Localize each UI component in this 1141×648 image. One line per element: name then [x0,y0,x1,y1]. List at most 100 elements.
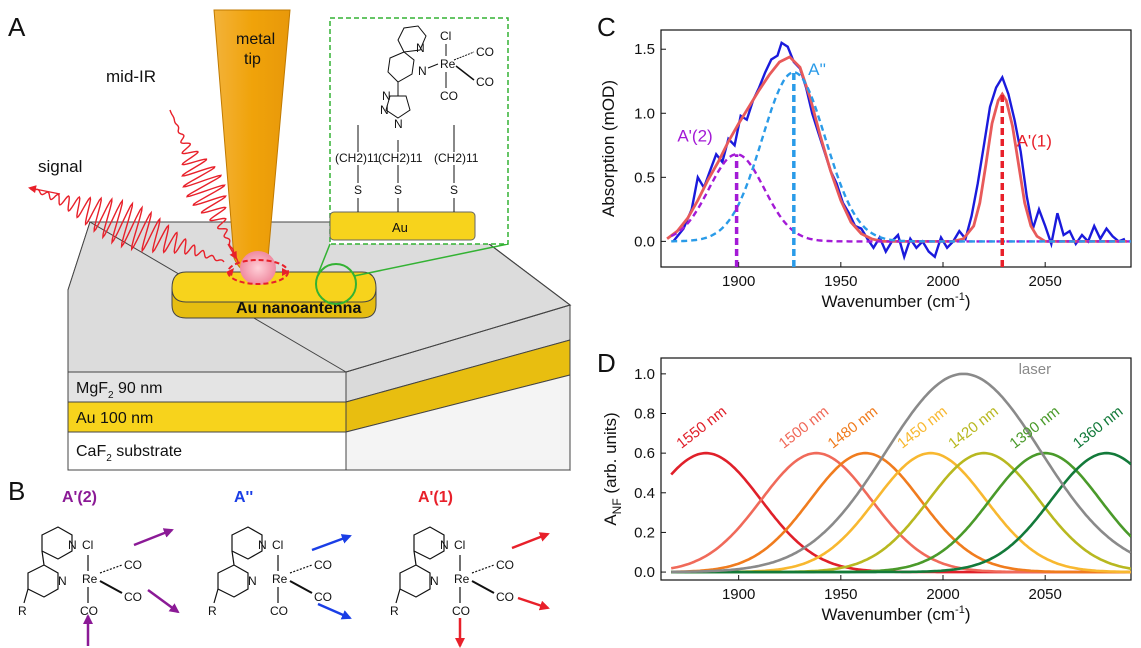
inset-n-1: N [416,41,425,55]
panel-d-xtick-label: 1900 [722,586,755,603]
panel-d-series-laser [671,372,1131,574]
bond-r [23,588,29,604]
triazole-n-2: N [382,89,391,103]
bond-r [213,588,219,604]
atom-n-top: N [258,538,267,552]
atom-n-bottom: N [58,574,67,588]
layer-mgf2-label: MgF2 90 nm [76,380,162,401]
panel-b-letter: B [8,476,25,506]
panel-d-plot-frame [660,357,1132,581]
inset-au-label: Au [392,220,408,235]
atom-re: Re [82,572,98,586]
panel-d-label-1420-nm: 1420 nm [945,403,1001,452]
panel-d-ytick-label: 1.0 [634,366,655,383]
panel-a-letter: A [8,12,26,42]
vibration-arrow-1 [133,528,174,547]
panel-c-xtick-label: 1900 [722,273,755,290]
inset-au-surface [329,211,476,241]
panel-c-ytick-label: 1.5 [634,41,655,58]
panel-d-series-group [670,372,1131,574]
inset-cl: Cl [440,29,451,43]
molecule-1: A'(2) N N Re Cl CO CO CO R [18,489,180,646]
mid-ir-arrow [227,243,237,260]
atom-re: Re [454,572,470,586]
panel-c-ytick-label: 0.0 [634,233,655,250]
panel-d-ytick-label: 0.0 [634,564,655,581]
mid-ir-wave [169,109,239,263]
signal-arrow [28,185,61,195]
atom-co-1: CO [124,558,142,572]
atom-co-3: CO [452,604,470,618]
inset-co-1: CO [476,45,494,59]
atom-co-2: CO [314,590,332,604]
panel-c-xtick-label: 2050 [1028,273,1061,290]
nanoantenna-label: Au nanoantenna [236,300,361,317]
atom-co-3: CO [80,604,98,618]
inset-co-3: CO [440,89,458,103]
panel-d-ytick-label: 0.2 [634,524,655,541]
bipy-bond [231,550,235,566]
inset-border [329,17,509,245]
mode-label-2: A'' [234,489,253,506]
signal-beam: signal [28,157,225,263]
molecule-2: A'' N N Re Cl CO CO CO R [208,489,352,620]
pyridine-ring-bottom [217,564,249,598]
vibration-arrow-1 [511,532,550,550]
mode-label-1: A'(2) [62,489,97,506]
panel-c-xtick-label: 1950 [824,273,857,290]
mid-ir-beam: mid-IR [106,67,239,263]
panel-d-label-1550-nm: 1550 nm [673,403,729,452]
panel-d-ytick-label: 0.8 [634,406,655,423]
triazole-n-1: N [380,103,389,117]
panel-d-ylabel: ANF (arb. units) [601,412,624,525]
vibration-arrow-2 [147,588,180,614]
panel-c-peak-label-3: A'(1) [1017,132,1052,151]
vibration-arrow-1 [311,534,352,552]
vibration-arrow-2 [317,602,352,620]
panel-c-series-measured [672,40,1126,261]
near-field-hotspot [240,251,276,285]
panel-c-chart: C 1900 1950 2000 2050 0.0 0.5 1.0 1.5 Wavenumber… [597,12,1132,311]
panel-d-series-1450-nm [671,451,1131,574]
atom-n-top: N [68,538,77,552]
panel-d-label-1360-nm: 1360 nm [1070,403,1126,452]
bond-re-co-2 [99,580,123,594]
atom-r: R [390,604,399,618]
atom-cl: Cl [272,538,283,552]
panel-c-xtick-label: 2000 [926,273,959,290]
chain-label-2: (CH2)11 [378,151,423,165]
chain-label-1: (CH2)11 [335,151,380,165]
panel-d-xtick-label: 2000 [926,586,959,603]
atom-co-2: CO [496,590,514,604]
molecule-inset: Au (CH2)11 (CH2)11 (CH2)11 S S S N N N [329,17,509,245]
au-nanoantenna: Au nanoantenna [171,271,377,319]
bipy-bond [413,550,417,566]
panel-c-xlabel: Wavenumber (cm-1) [822,291,971,311]
molecule-3: A'(1) N N Re Cl CO CO CO R [390,489,550,648]
layer-caf2-label: CaF2 substrate [76,443,182,464]
panel-c-ylabel: Absorption (mOD) [599,80,618,217]
atom-n-bottom: N [430,574,439,588]
metal-tip-label-2: tip [244,51,261,68]
bond-re-co-1 [471,564,495,574]
panel-d-ytick-label: 0.6 [634,445,655,462]
panel-c-letter: C [597,12,616,42]
layer-au-label: Au 100 nm [76,410,153,427]
inset-re: Re [440,57,456,71]
atom-cl: Cl [454,538,465,552]
panel-d-xlabel: Wavenumber (cm-1) [822,604,971,624]
atom-r: R [18,604,27,618]
atom-n-top: N [440,538,449,552]
metal-tip-label-1: metal [236,31,275,48]
sulfur-2: S [394,183,402,197]
panel-d-ytick-label: 0.4 [634,485,655,502]
panel-d-series-1480-nm [671,451,1131,574]
bond-re-co-2 [289,580,313,594]
panel-d-series-1360-nm [671,451,1131,574]
chain-label-3: (CH2)11 [434,151,479,165]
signal-wave [29,187,225,263]
metal-tip: metal tip [213,9,291,285]
triazole-n-3: N [394,117,403,131]
bond-re-co-1 [99,564,123,574]
